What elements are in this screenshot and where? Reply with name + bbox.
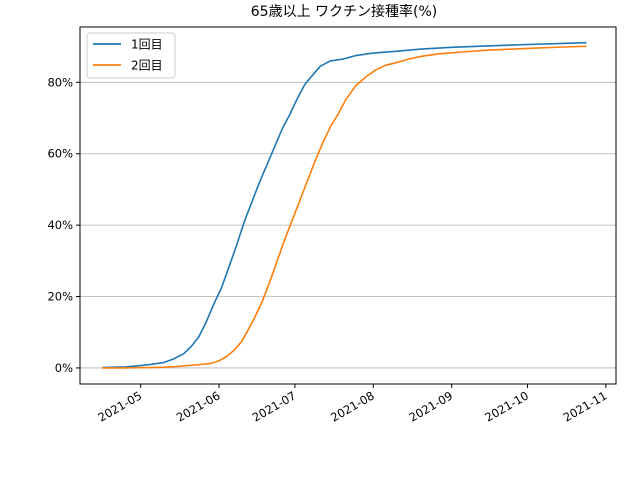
y-axis-ticks: 0% 20% 40% 60% 80% (47, 75, 80, 375)
legend: 1回目 2回目 (87, 33, 175, 78)
x-tick-label: 2021-08 (328, 388, 377, 424)
x-tick-label: 2021-10 (482, 388, 531, 424)
x-tick-label: 2021-07 (250, 388, 299, 424)
y-tick-label: 60% (47, 147, 73, 161)
x-tick-label: 2021-06 (174, 388, 223, 424)
series-line (103, 46, 586, 368)
series-lines (103, 43, 586, 368)
series-line (103, 43, 586, 368)
y-tick-label: 0% (55, 361, 73, 375)
y-tick-label: 80% (47, 75, 73, 89)
plot-frame (80, 27, 616, 384)
x-tick-label: 2021-05 (96, 388, 145, 424)
legend-label: 2回目 (131, 59, 163, 73)
x-axis-ticks: 2021-05 2021-06 2021-07 2021-08 2021-09 2021-… (96, 384, 610, 425)
x-tick-label: 2021-09 (407, 388, 456, 424)
grid-lines (80, 82, 616, 368)
legend-label: 1回目 (131, 38, 163, 52)
x-tick-label: 2021-11 (561, 388, 610, 424)
y-tick-label: 20% (47, 290, 73, 304)
y-tick-label: 40% (47, 218, 73, 232)
chart-title: 65歳以上 ワクチン接種率(%) (251, 3, 438, 20)
